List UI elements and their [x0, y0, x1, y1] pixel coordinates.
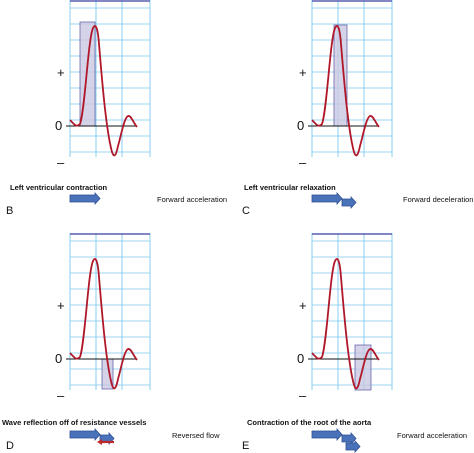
panel-d: + 0 – Wave reflection off of resistance … [2, 233, 220, 452]
panel-d-letter: D [6, 440, 14, 452]
panel-b-minus-label: – [57, 155, 65, 170]
panel-e-velocity-waveform [311, 258, 380, 390]
panel-c-caption: Left ventricular relaxation [244, 183, 336, 192]
panel-b-plus-label: + [57, 65, 65, 80]
panel-b-zero-label: 0 [55, 118, 62, 133]
panel-b-letter: B [6, 205, 13, 217]
forward-arrow-short [341, 195, 357, 210]
panel-c-velocity-waveform [311, 25, 380, 157]
panel-e-plus-label: + [299, 298, 307, 313]
panel-c-letter: C [242, 205, 250, 217]
panel-e-letter: E [242, 440, 249, 452]
panel-c-effect: Forward deceleration [403, 195, 473, 204]
reverse-arrow-head [97, 439, 102, 445]
panel-d-arrows [69, 427, 115, 446]
panel-b-arrows [69, 191, 101, 206]
panel-e-effect: Forward acceleration [397, 431, 467, 440]
panel-e: + 0 – Contraction of the root of the aor… [242, 233, 467, 453]
forward-arrow-short [341, 431, 357, 446]
panel-e-caption: Contraction of the root of the aorta [247, 418, 372, 427]
panel-c-zero-label: 0 [297, 118, 304, 133]
panel-c-minus-label: – [299, 155, 307, 170]
panel-e-zero-label: 0 [297, 351, 304, 366]
panel-d-zero-label: 0 [55, 351, 62, 366]
panel-c-plus-label: + [299, 65, 307, 80]
panel-d-caption: Wave reflection off of resistance vessel… [2, 418, 146, 427]
panel-d-effect: Reversed flow [172, 431, 220, 440]
panel-b-caption: Left ventricular contraction [10, 183, 108, 192]
forward-arrow-long [311, 191, 343, 206]
panel-c-arrows [311, 191, 357, 210]
panel-e-grid [311, 233, 393, 390]
forward-arrow-long [69, 191, 101, 206]
forward-arrow-long [69, 427, 101, 442]
panel-e-arrows [311, 427, 361, 453]
panel-c-grid [311, 0, 393, 157]
panel-c: + 0 – Left ventricular relaxation Forwar… [242, 0, 473, 217]
forward-arrow-long [311, 427, 343, 442]
panel-d-velocity-waveform [69, 258, 138, 390]
panel-d-minus-label: – [57, 388, 65, 403]
panel-b-velocity-waveform [69, 25, 138, 157]
forward-arrow-short [345, 439, 361, 453]
panel-d-plus-label: + [57, 298, 65, 313]
panel-b-effect: Forward acceleration [157, 195, 227, 204]
panel-b: + 0 – Left ventricular contraction Forwa… [6, 0, 227, 217]
panel-e-minus-label: – [299, 388, 307, 403]
